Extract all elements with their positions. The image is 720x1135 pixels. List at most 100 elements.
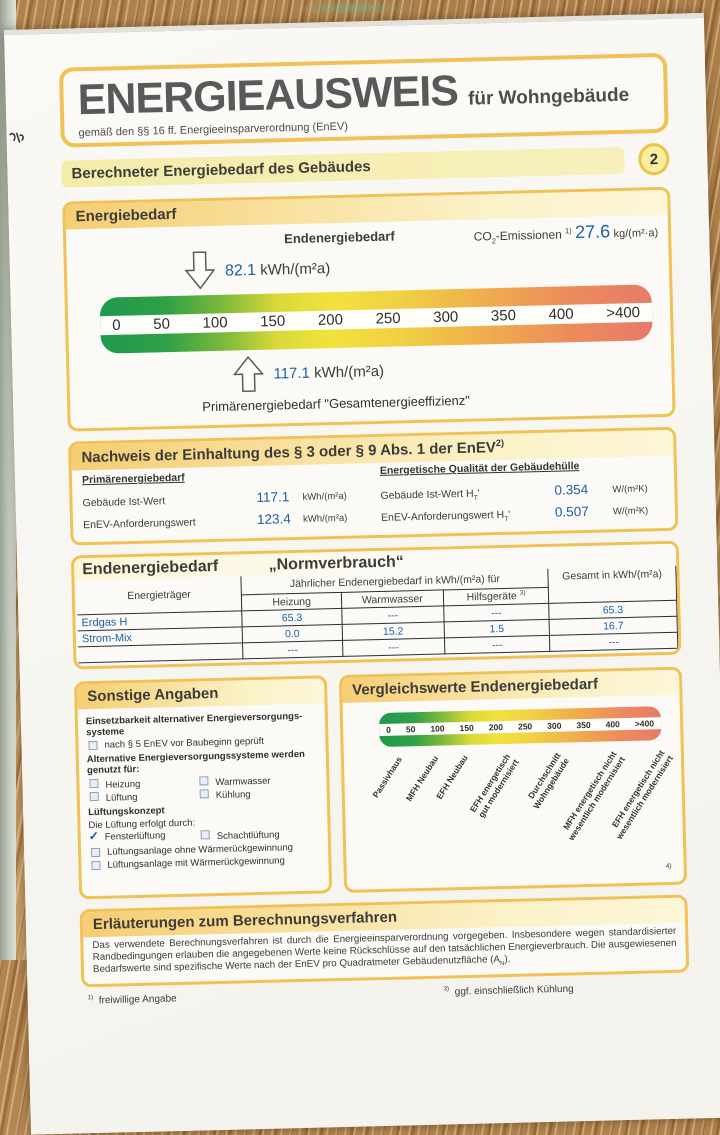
footnote-1: 1) freiwillige Angabe <box>87 993 177 1007</box>
page-content: ENERGIEAUSWEIS für Wohngebäude gemäß den … <box>58 52 690 1007</box>
handwriting-mark <box>8 132 24 143</box>
primary-energy-caption: Primärenergiebedarf "Gesamtenergieeffizi… <box>202 392 471 415</box>
row-label: EnEV-Anforderungswert HT' <box>380 508 511 524</box>
scale-tick: 200 <box>317 311 344 329</box>
scale-tick: 250 <box>517 721 533 732</box>
section-nachweis: Nachweis der Einhaltung des § 3 oder § 9… <box>68 426 679 546</box>
page-subtitle: für Wohngebäude <box>467 84 630 110</box>
scale-tick: 50 <box>153 315 171 333</box>
hilfsgeraete-footnote-marker: 3) <box>519 589 526 597</box>
value-cell: --- <box>444 635 551 654</box>
endenergiebedarf-label: Endenergiebedarf <box>283 228 395 247</box>
checkbox-unchecked <box>200 830 210 840</box>
check-item-label: Kühlung <box>215 789 251 802</box>
checkbox-unchecked <box>199 789 209 799</box>
check-item: Kühlung <box>198 786 319 802</box>
carrier-cell <box>78 642 244 663</box>
scale-tick: 150 <box>260 312 286 331</box>
section-sonstige-angaben: Sonstige Angaben Einsetzbarkeit alternat… <box>73 675 333 900</box>
co2-unit: kg/(m²·a) <box>613 227 659 241</box>
section-energiebedarf: Energiebedarf Endenergiebedarf CO2-Emiss… <box>62 186 676 432</box>
two-box-row: Sonstige Angaben Einsetzbarkeit alternat… <box>73 666 688 900</box>
row-value: 0.354 <box>554 481 589 498</box>
co2-footnote-marker: 1) <box>564 226 572 236</box>
energy-certificate-page: ENERGIEAUSWEIS für Wohngebäude gemäß den … <box>4 12 720 1135</box>
vergleich-footnote-marker: 4) <box>665 863 672 871</box>
scale-tick: 50 <box>405 724 416 735</box>
ht-symbol: HT' <box>496 508 511 524</box>
end-energy-arrow-down-icon <box>184 251 216 290</box>
scale-tick: 250 <box>375 309 401 328</box>
row-unit: W/(m²K) <box>612 505 649 518</box>
checkmark-icon: ✓ <box>88 828 99 844</box>
check-item-label: Fensterlüftung <box>104 830 166 843</box>
check-item-label: Schachtlüftung <box>216 829 280 843</box>
scale-tick: 300 <box>433 308 459 327</box>
energy-scale-bar: 0 50 100 150 200 250 300 350 400 >400 <box>99 284 653 354</box>
comparison-scale-ticks: 0 50 100 150 200 250 300 350 400 >400 <box>378 717 662 737</box>
section-nachweis-title: Nachweis der Einhaltung des § 3 oder § 9… <box>71 429 674 471</box>
checkbox-unchecked <box>88 740 98 751</box>
scale-tick: 150 <box>459 722 474 734</box>
check-item-label: Lüftung <box>105 791 138 804</box>
check-item: ✓ Fensterlüftung <box>89 829 199 845</box>
scale-tick: 350 <box>576 719 591 731</box>
end-energy-value: 82.1 <box>224 261 257 280</box>
vergleich-title: Vergleichswerte Endenergiebedarf <box>341 669 680 703</box>
row-value: 123.4 <box>256 511 292 527</box>
scale-tick: 400 <box>548 305 574 324</box>
comparison-labels: Passivhaus MFH Neubau EFH Neubau EFH ene… <box>371 746 675 873</box>
col-energietraeger: Energieträger <box>76 576 243 615</box>
nachweis-footnote-marker: 2) <box>495 437 505 449</box>
header-box: ENERGIEAUSWEIS für Wohngebäude gemäß den … <box>58 52 669 148</box>
alternative-heading: Alternative Energieversorgungssysteme we… <box>86 748 305 777</box>
row-unit: kWh/(m²a) <box>302 512 348 525</box>
col-gesamt: Gesamt in kWh/(m²a) <box>548 565 677 604</box>
row-value: 0.507 <box>554 503 589 520</box>
energy-scale-ticks: 0 50 100 150 200 250 300 350 400 >400 <box>100 302 653 336</box>
ht-symbol: HT' <box>465 487 480 502</box>
end-energy-value-line: 82.1 kWh/(m²a) <box>225 260 331 281</box>
primary-energy-value-line: 117.1 kWh/(m²a) <box>273 363 384 383</box>
scale-tick: 200 <box>488 722 504 733</box>
page-number-badge: 2 <box>638 142 670 176</box>
primary-energy-column-heading: Primärenergiebedarf <box>81 471 185 487</box>
primary-energy-unit: kWh/(m²a) <box>313 362 385 382</box>
scale-tick: 400 <box>605 719 620 730</box>
section-erlaeuterungen: Erläuterungen zum Berechnungsverfahren D… <box>79 894 690 988</box>
section-normverbrauch: Endenergiebedarf „Normverbrauch“ Energie… <box>70 540 682 670</box>
value-cell: --- <box>549 632 678 652</box>
section-banner: Berechneter Energiebedarf des Gebäudes <box>61 146 625 188</box>
scale-tick: 350 <box>490 307 517 325</box>
scale-tick: >400 <box>606 304 641 322</box>
check-item-label: nach § 5 EnEV vor Baubeginn geprüft <box>104 735 265 751</box>
scale-tick: >400 <box>634 718 655 729</box>
sonstige-body: Einsetzbarkeit alternativer Energieverso… <box>78 703 329 871</box>
checkbox-unchecked <box>91 860 101 871</box>
page-title: ENERGIEAUSWEIS <box>77 66 459 125</box>
checkbox-unchecked <box>89 778 99 789</box>
scale-tick: 0 <box>386 724 391 735</box>
section-vergleichswerte: Vergleichswerte Endenergiebedarf 0 50 10… <box>338 666 688 893</box>
check-item: Schachtlüftung <box>199 827 320 843</box>
row-label: Gebäude Ist-Wert <box>82 495 166 510</box>
value-cell: --- <box>242 640 343 659</box>
row-unit: kWh/(m²a) <box>302 490 347 503</box>
co2-label: CO2-Emissionen <box>473 227 563 246</box>
check-item-label: Lüftungsanlage mit Wärmerückgewinnung <box>107 855 285 871</box>
end-energy-unit: kWh/(m²a) <box>260 260 331 279</box>
row-unit: W/(m²K) <box>612 483 648 496</box>
energy-carrier-table: Energieträger Jährlicher Endenergiebedar… <box>76 565 678 664</box>
co2-value: 27.6 <box>574 221 611 243</box>
row-label: Gebäude Ist-Wert HT' <box>380 487 480 502</box>
scale-tick: 300 <box>547 720 562 731</box>
co2-emissions-line: CO2-Emissionen 1) 27.6 kg/(m²·a) <box>473 220 659 246</box>
check-item: Lüftung <box>88 788 198 804</box>
comparison-label: EFH energetisch gut modernisiert <box>467 752 521 820</box>
primary-energy-arrow-up-icon <box>233 355 264 393</box>
row-label: EnEV-Anforderungswert <box>82 516 196 532</box>
row-value: 117.1 <box>256 489 290 505</box>
footnote-3: 3) ggf. einschließlich Kühlung <box>443 983 574 998</box>
comparison-label: Passivhaus <box>370 754 405 800</box>
scale-tick: 100 <box>202 314 228 332</box>
